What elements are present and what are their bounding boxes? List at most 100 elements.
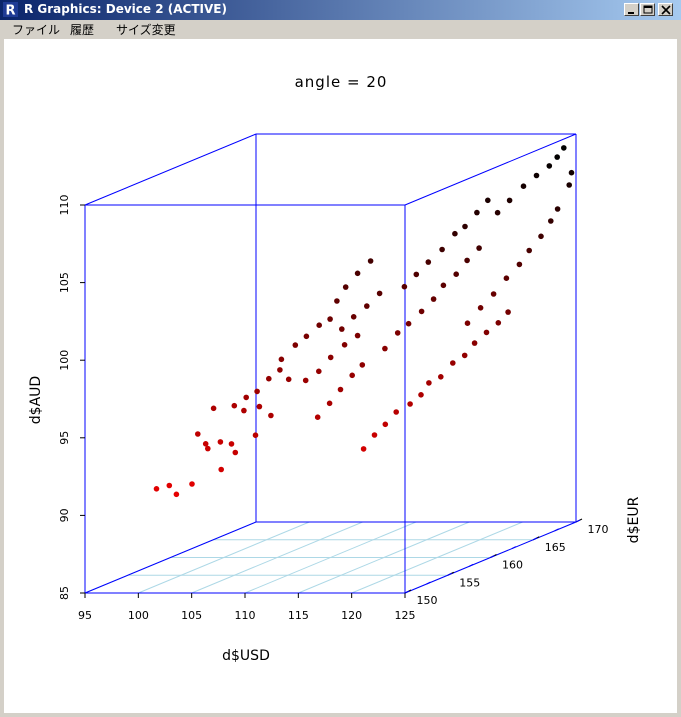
z-minor-tick (533, 537, 538, 541)
data-point (254, 388, 260, 395)
data-point (354, 270, 361, 277)
x-tick-label: 120 (341, 609, 362, 622)
data-point (210, 405, 217, 412)
svg-text:R: R (5, 4, 15, 18)
data-point (405, 320, 412, 327)
data-point (277, 367, 283, 373)
data-point (516, 261, 523, 268)
data-point (438, 374, 444, 380)
z-axis-label: d$EUR (626, 496, 642, 543)
data-point (359, 362, 366, 368)
data-point (494, 209, 501, 216)
data-point (243, 394, 249, 401)
menu-history[interactable]: 履歴 (70, 23, 95, 37)
data-point (342, 284, 349, 290)
data-point (153, 486, 160, 492)
data-point (554, 206, 561, 212)
box-edge (404, 133, 577, 206)
data-point (526, 247, 532, 254)
close-icon (661, 5, 671, 15)
data-point (520, 183, 527, 189)
data-point (232, 449, 239, 456)
data-point (464, 320, 471, 327)
z-minor-tick (426, 581, 431, 585)
data-point (425, 259, 432, 265)
data-point (195, 431, 201, 437)
close-button[interactable] (658, 3, 673, 16)
z-minor-tick (490, 555, 495, 558)
x-tick-label: 95 (78, 609, 92, 622)
z-minor-tick (554, 528, 559, 532)
x-tick-label: 125 (395, 609, 416, 622)
data-point (256, 403, 263, 410)
data-point (568, 169, 575, 176)
window-bottom-edge (0, 713, 681, 717)
box-edge (84, 133, 257, 206)
data-point (360, 446, 367, 452)
data-point (334, 298, 340, 304)
data-point (327, 316, 333, 322)
x-axis-label: d$USD (222, 648, 270, 664)
y-tick-label: 110 (58, 195, 71, 216)
data-point (394, 330, 401, 336)
graphics-canvas: 95 100 105 110 115 120 125 85 90 95 100 105 110 150 15… (4, 39, 677, 713)
data-point (490, 291, 497, 297)
data-point (538, 233, 544, 240)
data-point (477, 305, 484, 311)
minimize-icon (628, 12, 634, 14)
data-point (316, 322, 323, 329)
data-point (476, 245, 482, 251)
data-point (483, 329, 490, 336)
data-point (189, 481, 195, 487)
window-title: R Graphics: Device 2 (ACTIVE) (24, 2, 227, 16)
menu-bar: ファイル 履歴 サイズ変更 (0, 20, 681, 38)
data-point (349, 372, 356, 379)
z-tick-label: 165 (545, 541, 566, 554)
data-point (367, 258, 374, 264)
data-point (426, 380, 432, 386)
data-point (413, 271, 420, 278)
data-point (241, 407, 247, 414)
data-point (382, 345, 388, 352)
menu-resize[interactable]: サイズ変更 (116, 23, 176, 37)
menu-file[interactable]: ファイル (12, 23, 61, 37)
data-point (316, 368, 322, 375)
box-edge (84, 521, 257, 594)
data-point (205, 445, 211, 452)
data-point (503, 275, 510, 281)
data-point (278, 356, 285, 363)
data-point (452, 230, 458, 237)
data-point (505, 309, 511, 315)
x-tick-label: 105 (181, 609, 202, 622)
data-point (303, 333, 310, 340)
data-point (554, 154, 560, 160)
y-axis-label: d$AUD (28, 376, 44, 424)
title-bar[interactable]: R R Graphics: Device 2 (ACTIVE) (0, 0, 681, 20)
data-point (350, 314, 357, 320)
data-point (341, 342, 348, 348)
data-point (453, 271, 460, 277)
data-point (327, 354, 334, 361)
data-point (252, 432, 259, 439)
z-minor-tick (575, 519, 581, 523)
y-tick-label: 100 (58, 350, 71, 371)
data-point (464, 257, 470, 264)
x-tick-label: 110 (235, 609, 256, 622)
data-point (268, 412, 274, 419)
data-point (471, 340, 478, 346)
minimize-button[interactable] (624, 3, 639, 16)
data-point (376, 290, 383, 297)
data-point (364, 303, 370, 309)
data-point (440, 282, 447, 289)
data-point (462, 223, 468, 230)
y-tick-label: 90 (58, 508, 71, 522)
x-tick-label: 115 (288, 609, 309, 622)
z-tick-label: 150 (417, 594, 438, 607)
y-tick-label: 95 (58, 431, 71, 445)
data-point (354, 332, 361, 339)
data-point (217, 439, 224, 445)
data-point (302, 377, 309, 384)
maximize-button[interactable] (640, 3, 655, 16)
z-minor-tick (404, 590, 410, 594)
